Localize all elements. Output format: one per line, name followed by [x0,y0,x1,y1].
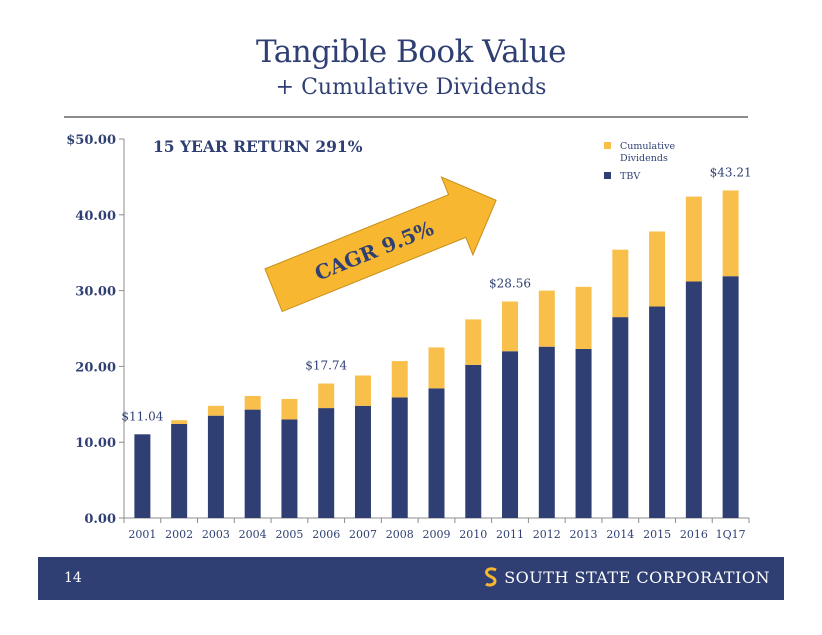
x-tick-label: 2003 [202,528,230,541]
bar-tbv-1Q17 [722,276,739,518]
x-tick-label: 2014 [606,528,634,541]
legend-label-dividends-line1: Cumulative [620,141,675,152]
y-tick-label: 0.00 [84,512,116,527]
bar-dividends-2010 [465,319,482,365]
x-tick-label: 2006 [312,528,340,541]
title-divider [64,116,748,118]
bar-dividends-2013 [575,286,592,349]
chart-legend: Cumulative Dividends TBV [604,141,675,182]
bar-tbv-2011 [502,351,519,518]
x-tick-label: 2012 [533,528,561,541]
bar-tbv-2002 [171,424,188,518]
x-tick-label: 2013 [570,528,598,541]
bar-tbv-2013 [575,348,592,518]
legend-swatch-tbv [604,172,611,179]
bar-tbv-2006 [318,408,335,518]
bar-dividends-2005 [281,398,298,420]
company-logo: SOUTH STATE CORPORATION [484,567,770,587]
x-tick-label: 2005 [275,528,303,541]
x-tick-label: 1Q17 [716,528,746,541]
bar-tbv-2008 [391,397,408,518]
bar-dividends-2008 [391,361,408,398]
bar-tbv-2014 [612,317,629,518]
x-tick-label: 2001 [128,528,156,541]
company-name: SOUTH STATE CORPORATION [504,567,770,587]
value-annotations: $11.04 $17.74 $28.56 $43.21 [121,165,751,423]
bar-dividends-2002 [171,420,188,425]
bar-tbv-2015 [649,306,666,518]
page-number: 14 [64,570,82,586]
value-annotation: $28.56 [489,277,531,291]
bar-tbv-2003 [207,415,224,518]
bar-dividends-2014 [612,249,629,318]
y-tick-label: 10.00 [75,436,116,451]
y-tick-label: 40.00 [75,209,116,224]
value-annotation: $11.04 [121,409,163,423]
legend-label-tbv: TBV [620,171,640,182]
bar-dividends-2004 [244,395,261,410]
bar-tbv-2010 [465,364,482,518]
x-tick-label: 2016 [680,528,708,541]
x-tick-label: 2002 [165,528,193,541]
company-logo-icon [485,567,497,587]
x-tick-label: 2004 [239,528,267,541]
y-axis: 0.00 10.00 20.00 30.00 40.00 $50.00 [66,133,125,527]
return-label: 15 YEAR RETURN 291% [153,137,363,156]
bar-tbv-2009 [428,388,445,518]
cagr-arrow-shape [264,176,497,313]
footer-bar: 14 SOUTH STATE CORPORATION [38,557,784,600]
y-tick-label: 20.00 [75,360,116,375]
bar-dividends-2011 [502,301,519,352]
legend-swatch-dividends [604,142,611,149]
bar-tbv-2001 [134,434,151,518]
legend-label-dividends-line2: Dividends [620,153,668,164]
bar-dividends-2006 [318,383,335,409]
x-tick-label: 2015 [643,528,671,541]
x-tick-label: 2007 [349,528,377,541]
bar-dividends-2003 [207,405,224,416]
y-tick-label: 30.00 [75,285,116,300]
slide-title: Tangible Book Value [256,34,566,70]
bar-dividends-2009 [428,347,445,389]
x-tick-label: 2010 [459,528,487,541]
bar-tbv-2004 [244,409,261,518]
y-tick-label: $50.00 [66,133,116,148]
slide-subtitle: + Cumulative Dividends [275,75,547,100]
bar-tbv-2005 [281,419,298,518]
value-annotation: $43.21 [710,165,752,179]
value-annotation: $17.74 [305,359,347,373]
bar-dividends-1Q17 [722,190,739,277]
cagr-arrow: CAGR 9.5% [264,176,497,313]
bar-series [134,190,739,518]
bar-dividends-2015 [649,231,666,307]
x-tick-label: 2009 [423,528,451,541]
x-tick-label: 2008 [386,528,414,541]
bar-dividends-2016 [685,196,702,282]
x-axis: 2001 2002 2003 2004 2005 2006 2007 2008 2009 2010… [123,517,750,541]
bar-tbv-2007 [354,405,371,518]
bar-dividends-2012 [538,290,555,347]
bar-tbv-2016 [685,281,702,518]
x-tick-label: 2011 [496,528,524,541]
bar-tbv-2012 [538,346,555,518]
bar-dividends-2007 [354,375,371,406]
